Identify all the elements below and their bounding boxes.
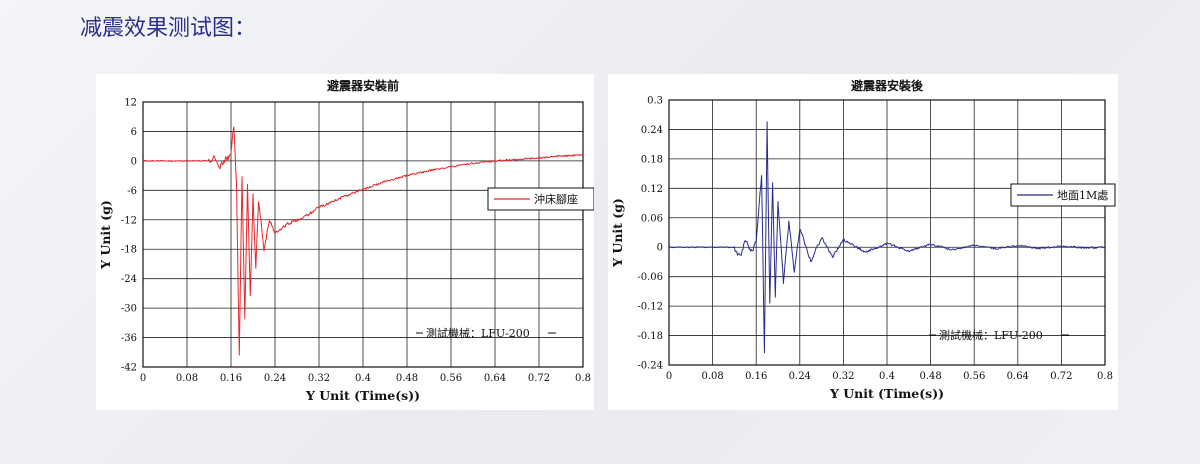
legend-box [1010, 183, 1116, 207]
x-tick-label: 0.16 [220, 373, 242, 384]
legend-entry: 地面1M處 [1057, 188, 1108, 202]
x-tick-label: 0.4 [879, 371, 895, 382]
y-tick-label: 0.3 [647, 96, 663, 107]
legend-box [487, 187, 594, 211]
y-tick-label: -0.24 [637, 361, 663, 372]
chart-title: 避震器安裝後 [851, 78, 924, 93]
x-axis-label: Y Unit (Time(s)) [305, 388, 420, 403]
y-axis-label: Y Unit (g) [610, 198, 625, 268]
chart-panel-before: 避震器安裝前 0 0.08 0.16 0.24 0.32 0.4 0.48 0.56 0.64 0.… [96, 74, 594, 410]
plot-frame [142, 101, 584, 368]
chart-panel-after: 避震器安裝後 0 0.08 0.16 0.24 0.32 0.4 0.48 0.56 0.64 0.… [608, 74, 1118, 410]
legend-entry: 沖床腳座 [534, 192, 578, 206]
y-tick-label: -0.12 [637, 302, 663, 313]
y-tick-label: 0.24 [641, 125, 663, 136]
x-tick-label: 0.32 [832, 371, 854, 382]
x-tick-label: 0 [140, 373, 146, 384]
y-tick-label: -42 [121, 363, 137, 374]
y-tick-label: -18 [121, 245, 137, 256]
x-tick-label: 0.08 [176, 373, 198, 384]
test-machine-note: 測試機械：LFU-200 [939, 328, 1043, 342]
x-tick-label: 0.48 [396, 373, 418, 384]
x-tick-label: 0.72 [1050, 371, 1072, 382]
x-tick-label: 0.08 [701, 371, 723, 382]
series-line [143, 126, 583, 356]
chart-title: 避震器安裝前 [327, 78, 399, 93]
y-axis-label: Y Unit (g) [98, 200, 113, 270]
x-tick-label: 0.16 [745, 371, 767, 382]
y-tick-label: -30 [121, 304, 137, 315]
x-tick-label: 0.48 [919, 371, 941, 382]
x-tick-label: 0.72 [528, 373, 550, 384]
series-line [669, 121, 1105, 354]
y-tick-label: 0.06 [641, 213, 663, 224]
x-tick-label: 0.56 [440, 373, 462, 384]
y-tick-label: 6 [131, 127, 137, 138]
y-tick-label: 0.12 [641, 184, 663, 195]
x-tick-label: 0.32 [308, 373, 330, 384]
y-tick-label: 0.18 [641, 154, 663, 165]
y-tick-label: -12 [121, 215, 137, 226]
chart-after: 避震器安裝後 0 0.08 0.16 0.24 0.32 0.4 0.48 0.56 0.64 0.… [610, 78, 1116, 401]
plot-frame [668, 99, 1106, 366]
x-tick-label: 0.64 [1007, 371, 1029, 382]
y-tick-label: -36 [121, 333, 137, 344]
x-tick-label: 0.4 [355, 373, 371, 384]
x-axis-label: Y Unit (Time(s)) [829, 386, 944, 401]
y-tick-label: -24 [121, 274, 137, 285]
y-tick-label: 0 [131, 156, 137, 167]
y-tick-label: 0 [657, 243, 663, 254]
test-machine-note: 測試機械：LFU-200 [426, 326, 530, 340]
y-tick-label: 12 [124, 98, 137, 109]
x-tick-label: 0.24 [789, 371, 811, 382]
page-title: 减震效果测试图： [80, 16, 257, 41]
y-tick-label: -6 [127, 186, 137, 197]
x-tick-label: 0.8 [1097, 371, 1113, 382]
x-tick-label: 0.8 [575, 373, 591, 384]
chart-before: 避震器安裝前 0 0.08 0.16 0.24 0.32 0.4 0.48 0.56 0.64 0.… [98, 78, 594, 403]
x-tick-label: 0.56 [963, 371, 985, 382]
x-tick-label: 0.24 [264, 373, 286, 384]
x-tick-label: 0.64 [484, 373, 506, 384]
y-tick-label: -0.06 [637, 272, 663, 283]
x-tick-label: 0 [666, 371, 672, 382]
y-tick-label: -0.18 [637, 331, 663, 342]
